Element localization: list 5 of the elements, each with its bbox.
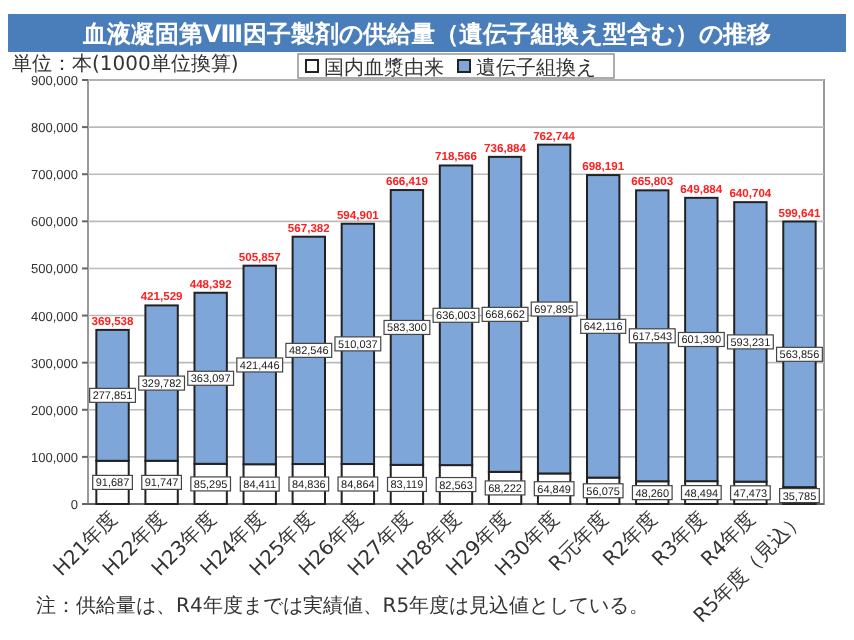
chart-title: 血液凝固第Ⅷ因子製剤の供給量（遺伝子組換え型含む）の推移 [80,20,772,48]
legend-label: 国内血漿由来 [324,56,444,80]
y-axis-title: 単位：本(1000単位換算) [12,52,239,76]
text: 注：供給量は、R4年度までは実績値、R5年度は見込値としている。 [36,594,650,618]
legend-label: 遺伝子組換え [476,56,596,80]
